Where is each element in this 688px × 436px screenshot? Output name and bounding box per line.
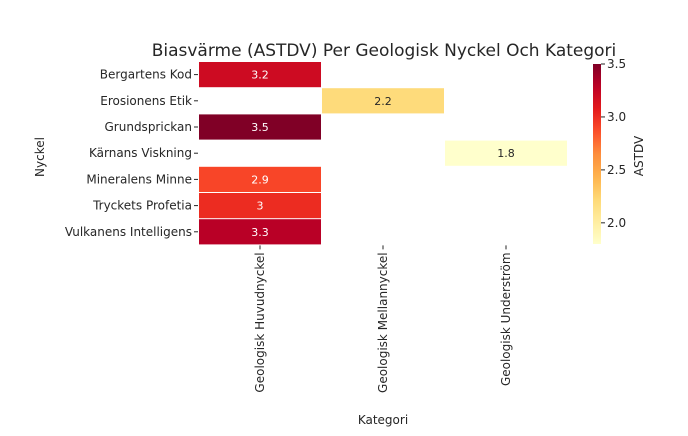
colorbar: 2.0 2.5 3.0 3.5 — [593, 57, 626, 244]
y-tick-label: Erosionens Etik — [100, 94, 192, 108]
cell-value-label: 1.8 — [497, 147, 515, 160]
x-tick-labels: Geologisk Huvudnyckel Geologisk Mellannyc… — [253, 245, 513, 393]
cell-value-label: 2.9 — [251, 173, 269, 186]
y-tick-label: Grundsprickan — [105, 120, 193, 134]
x-tick-label: Geologisk Underström — [499, 252, 513, 386]
y-tick-labels: Bergartens Kod Erosionens Etik Grundsprick… — [65, 68, 198, 239]
cell-value-label: 3 — [257, 200, 264, 213]
heatmap-cell — [199, 193, 321, 219]
y-tick-label: Bergartens Kod — [100, 68, 192, 82]
cell-value-label: 3.2 — [251, 69, 269, 82]
y-tick-label: Tryckets Profetia — [92, 199, 192, 213]
heatmap-cell — [445, 140, 567, 166]
colorbar-tick-label: 3.0 — [607, 110, 626, 124]
y-axis-label: Nyckel — [33, 137, 47, 177]
cell-value-label: 3.3 — [251, 226, 269, 239]
colorbar-tick-label: 2.0 — [607, 216, 626, 230]
heatmap-cell — [322, 88, 444, 114]
cell-value-label: 3.5 — [251, 121, 269, 134]
colorbar-tick-label: 3.5 — [607, 57, 626, 71]
y-tick-label: Kärnans Viskning — [89, 146, 192, 160]
chart-title: Biasvärme (ASTDV) Per Geologisk Nyckel O… — [152, 41, 617, 61]
x-tick-label: Geologisk Huvudnyckel — [253, 252, 267, 392]
x-tick-label: Geologisk Mellannyckel — [376, 252, 390, 393]
heatmap-cell — [199, 114, 321, 140]
x-axis-label: Kategori — [358, 413, 408, 427]
colorbar-label: ASTDV — [632, 135, 646, 176]
cell-value-label: 2.2 — [374, 95, 392, 108]
heatmap-cell — [199, 219, 321, 245]
heatmap-cell — [199, 62, 321, 88]
y-tick-label: Mineralens Minne — [86, 172, 192, 186]
y-tick-label: Vulkanens Intelligens — [65, 225, 192, 239]
colorbar-tick-label: 2.5 — [607, 163, 626, 177]
colorbar-gradient — [593, 64, 601, 244]
heatmap-cell — [199, 166, 321, 192]
heatmap-cells: 3.2 2.2 3.5 1.8 2.9 3 3.3 — [199, 62, 567, 245]
